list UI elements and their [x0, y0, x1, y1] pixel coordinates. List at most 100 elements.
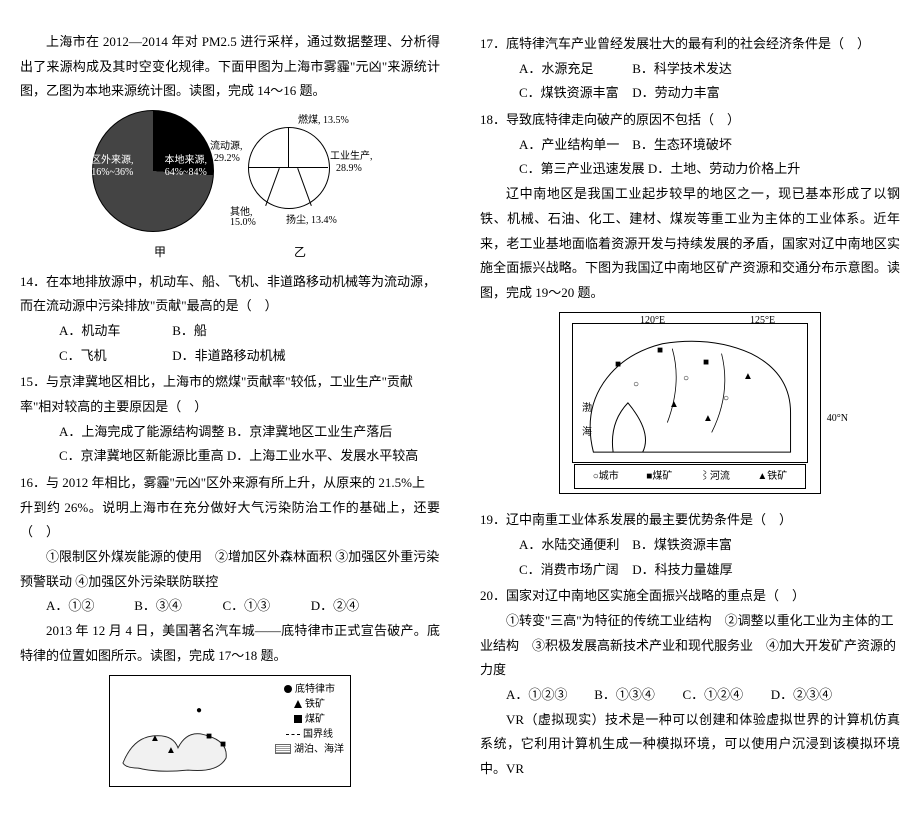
pie1-left-l2: 16%~36%	[91, 167, 133, 178]
liao-sq1-icon: ■	[615, 360, 621, 370]
q15-a: A．上海完成了能源结构调整	[59, 420, 224, 445]
liao-lg-coal: ■煤矿	[646, 467, 672, 486]
liao-tri3-icon: ▲	[743, 372, 753, 382]
left-column: 上海市在 2012—2014 年对 PM2.5 进行采样，通过数据整理、分析得出…	[20, 30, 440, 801]
liao-lon2: 125°E	[750, 311, 775, 330]
q15-b: B．京津冀地区工业生产落后	[228, 420, 393, 445]
lbl-yangchen: 扬尘, 13.4%	[286, 211, 337, 230]
q16-options: A．①② B．③④ C．①③ D．②④	[20, 594, 440, 619]
pie1-label-right: 本地来源, 64%~84%	[165, 155, 208, 179]
q19-b: B．煤铁资源丰富	[632, 533, 742, 558]
q15-row1: A．上海完成了能源结构调整 B．京津冀地区工业生产落后	[20, 420, 440, 445]
pie-chart-source: 区外来源, 16%~36% 本地来源, 64%~84%	[92, 110, 214, 232]
lbl-gongye2: 28.9%	[336, 159, 362, 178]
pie1-left-l1: 区外来源,	[91, 155, 134, 166]
q17-c: C．煤铁资源丰富	[519, 81, 629, 106]
lbl-ranmei: 燃煤, 13.5%	[298, 111, 349, 130]
q16-stem2: 升到约 26%。说明上海市在充分做好大气污染防治工作的基础上，还要（ ）	[20, 496, 440, 545]
liao-circ1-icon: ○	[633, 380, 639, 390]
dash-line-icon	[286, 734, 300, 735]
lg-city: 底特律市	[295, 684, 335, 695]
liao-lg-iron: ▲铁矿	[757, 467, 787, 486]
liao-legend: ○城市 ■煤矿 ⌇河流 ▲铁矿	[574, 464, 806, 489]
q20-options: A．①②③ B．①③④ C．①②④ D．②③④	[480, 683, 900, 708]
liao-lg-river: ⌇河流	[700, 467, 730, 486]
caption-yi: 乙	[294, 241, 306, 264]
q15-c: C．京津冀地区新能源比重高	[59, 444, 224, 469]
lbl-qita2: 15.0%	[230, 213, 256, 232]
liao-lat: 40°N	[827, 409, 848, 428]
q15-row2: C．京津冀地区新能源比重高 D．上海工业水平、发展水平较高	[20, 444, 440, 469]
liao-intro: 辽中南地区是我国工业起步较早的地区之一，现已基本形成了以钢铁、机械、石油、化工、…	[480, 182, 900, 305]
q15-stem2: 率"相对较高的主要原因是（ ）	[20, 395, 440, 420]
q17-stem: 17．底特律汽车产业曾经发展壮大的最有利的社会经济条件是（ ）	[480, 32, 900, 57]
q20-line3: 力度	[480, 658, 900, 683]
q17-d: D．劳动力丰富	[632, 81, 742, 106]
liao-circ3-icon: ○	[723, 394, 729, 404]
lg-coal: 煤矿	[305, 714, 325, 725]
q20-a: A．①②③	[506, 683, 591, 708]
pie1-right-l2: 64%~84%	[165, 167, 207, 178]
liao-svg	[573, 324, 807, 462]
triangle-icon	[294, 700, 302, 708]
q18-a: A．产业结构单一	[519, 133, 629, 158]
lg-lake: 湖泊、海洋	[294, 744, 344, 755]
q14-options-row2: C．飞机 D．非道路移动机械	[20, 344, 440, 369]
q20-b: B．①③④	[594, 683, 679, 708]
q17-b: B．科学技术发达	[632, 57, 742, 82]
q19-row2: C．消费市场广阔 D．科技力量雄厚	[480, 558, 900, 583]
q15-d: D．上海工业水平、发展水平较高	[227, 444, 418, 469]
lg-border: 国界线	[303, 729, 333, 740]
q16-stem1: 16．与 2012 年相比，雾霾"元凶"区外来源有所上升，从原来的 21.5%上	[20, 471, 440, 496]
liao-tri2-icon: ▲	[703, 414, 713, 424]
right-column: 17．底特律汽车产业曾经发展壮大的最有利的社会经济条件是（ ） A．水源充足 B…	[480, 30, 900, 801]
q20-c: C．①②④	[683, 683, 768, 708]
pie1-label-left: 区外来源, 16%~36%	[91, 155, 134, 179]
detroit-tri2-icon: ▲	[166, 746, 176, 756]
q18-row1: A．产业结构单一 B．生态环境破坏	[480, 133, 900, 158]
detroit-tri1-icon: ▲	[150, 734, 160, 744]
q16-line1: ①限制区外煤炭能源的使用 ②增加区外森林面积 ③加强区外重污染	[20, 545, 440, 570]
q14-d: D．非道路移动机械	[172, 344, 285, 369]
figure-pie-charts: 区外来源, 16%~36% 本地来源, 64%~84% 燃煤, 13.5% 流动…	[20, 110, 440, 263]
intro-14-16: 上海市在 2012—2014 年对 PM2.5 进行采样，通过数据整理、分析得出…	[20, 30, 440, 104]
liao-sq3-icon: ■	[703, 358, 709, 368]
q16-d: D．②④	[311, 594, 396, 619]
pie-chart-local: 燃煤, 13.5% 流动源, 29.2% 工业生产, 28.9% 其他, 15.…	[218, 111, 368, 231]
square-icon	[294, 715, 302, 723]
pie1-right-l1: 本地来源,	[165, 155, 208, 166]
detroit-legend: 底特律市 铁矿 煤矿 国界线 湖泊、海洋	[275, 682, 344, 757]
caption-jia: 甲	[154, 241, 166, 264]
q17-row1: A．水源充足 B．科学技术发达	[480, 57, 900, 82]
q19-stem: 19．辽中南重工业体系发展的最主要优势条件是（ ）	[480, 508, 900, 533]
shade-icon	[275, 744, 291, 754]
q18-stem: 18．导致底特律走向破产的原因不包括（ ）	[480, 108, 900, 133]
q20-line2: 业结构 ③积极发展高新技术产业和现代服务业 ④加大开发矿产资源的	[480, 634, 900, 659]
q14-options-row1: A．机动车 B．船	[20, 319, 440, 344]
lbl-liudong2: 29.2%	[214, 149, 240, 168]
q17-row2: C．煤铁资源丰富 D．劳动力丰富	[480, 81, 900, 106]
q17-a: A．水源充足	[519, 57, 629, 82]
vr-intro: VR（虚拟现实）技术是一种可以创建和体验虚拟世界的计算机仿真系统，它利用计算机生…	[480, 708, 900, 782]
figure-liaoning-map: ■ ■ ■ ○ ○ ○ ▲ ▲ ▲ 120°E 125°E 40°N 渤 海 ○…	[480, 312, 900, 503]
q16-line2: 预警联动 ④加强区外污染联防联控	[20, 570, 440, 595]
q14-stem1: 14．在本地排放源中，机动车、船、飞机、非道路移动机械等为流动源，	[20, 270, 440, 295]
q20-d: D．②③④	[771, 683, 856, 708]
liao-lon1: 120°E	[640, 311, 665, 330]
liao-tri1-icon: ▲	[669, 400, 679, 410]
q18-b: B．生态环境破坏	[632, 133, 742, 158]
q19-c: C．消费市场广阔	[519, 558, 629, 583]
q18-d: D．土地、劳动力价格上升	[648, 157, 800, 182]
dot-icon	[284, 685, 292, 693]
q18-c: C．第三产业迅速发展	[519, 157, 645, 182]
liao-sea: 海	[582, 423, 592, 442]
detroit-sq2-icon: ■	[220, 740, 226, 750]
q14-a: A．机动车	[59, 319, 169, 344]
liao-circ2-icon: ○	[683, 374, 689, 384]
q14-c: C．飞机	[59, 344, 169, 369]
liao-sq2-icon: ■	[657, 346, 663, 356]
q16-b: B．③④	[134, 594, 219, 619]
q20-line1: ①转变"三高"为特征的传统工业结构 ②调整以重化工业为主体的工	[480, 609, 900, 634]
q19-a: A．水陆交通便利	[519, 533, 629, 558]
q14-stem2: 而在流动源中污染排放"贡献"最高的是（ ）	[20, 294, 440, 319]
